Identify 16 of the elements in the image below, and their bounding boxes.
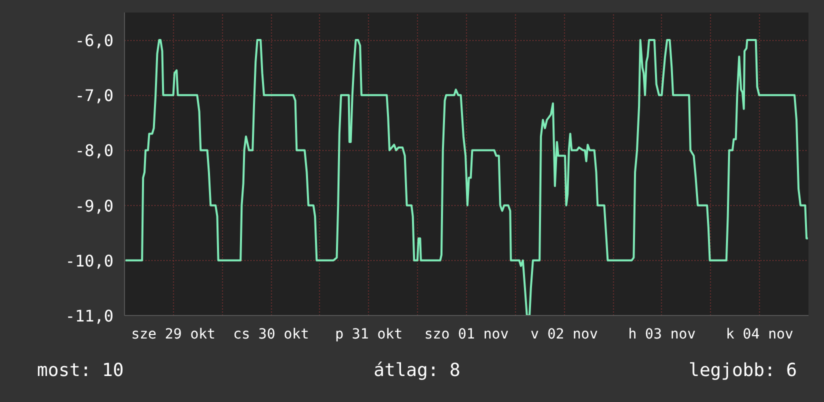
y-tick-label: -8,0 [74, 141, 114, 160]
y-tick-label: -10,0 [65, 251, 114, 270]
x-tick-label: sze 29 okt [131, 326, 216, 342]
text: most: 10 [37, 359, 125, 383]
text: átlag: 8 [372, 359, 462, 383]
x-tick-label: k 04 nov [726, 326, 794, 342]
x-tick-label: szo 01 nov [424, 326, 509, 342]
y-tick-label: -6,0 [74, 31, 114, 50]
x-tick-label: cs 30 okt [233, 326, 309, 342]
y-tick-label: -11,0 [65, 306, 114, 326]
y-tick-label: -7,0 [74, 86, 114, 106]
y-tick-label: -9,0 [74, 196, 114, 216]
text: legjobb: 6 [688, 359, 797, 383]
x-tick-label: h 03 nov [628, 326, 696, 342]
x-tick-label: p 31 okt [335, 326, 403, 342]
x-tick-label: v 02 nov [530, 326, 598, 342]
